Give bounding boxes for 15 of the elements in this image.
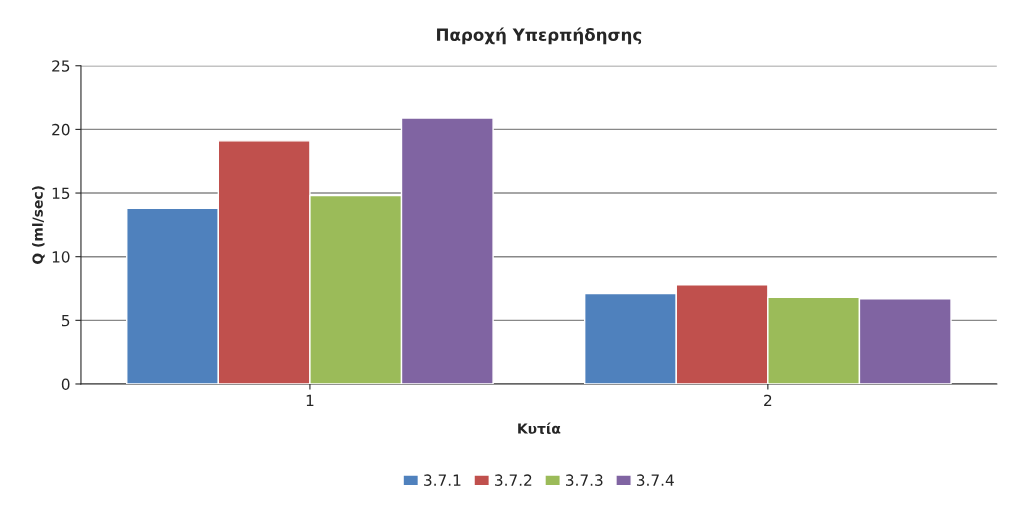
legend-label: 3.7.3 (566, 474, 603, 486)
chart-title: Παροχή Υπερπήδησης (437, 27, 642, 45)
x-tick-label: 2 (764, 394, 772, 407)
legend-label: 3.7.1 (424, 474, 461, 486)
legend-label: 3.7.4 (636, 474, 674, 486)
y-tick-label: 0 (61, 378, 70, 390)
x-tick-label: 1 (306, 394, 314, 407)
y-axis-title: Q (ml/sec) (32, 186, 45, 264)
y-tick-label: 15 (52, 187, 70, 200)
y-tick-label: 10 (52, 251, 70, 263)
y-tick-label: 25 (52, 60, 70, 72)
y-tick-label: 5 (62, 315, 70, 327)
y-tick-label: 20 (52, 123, 70, 136)
legend-label: 3.7.2 (495, 474, 532, 486)
x-axis-title: Κυτία (518, 422, 561, 434)
